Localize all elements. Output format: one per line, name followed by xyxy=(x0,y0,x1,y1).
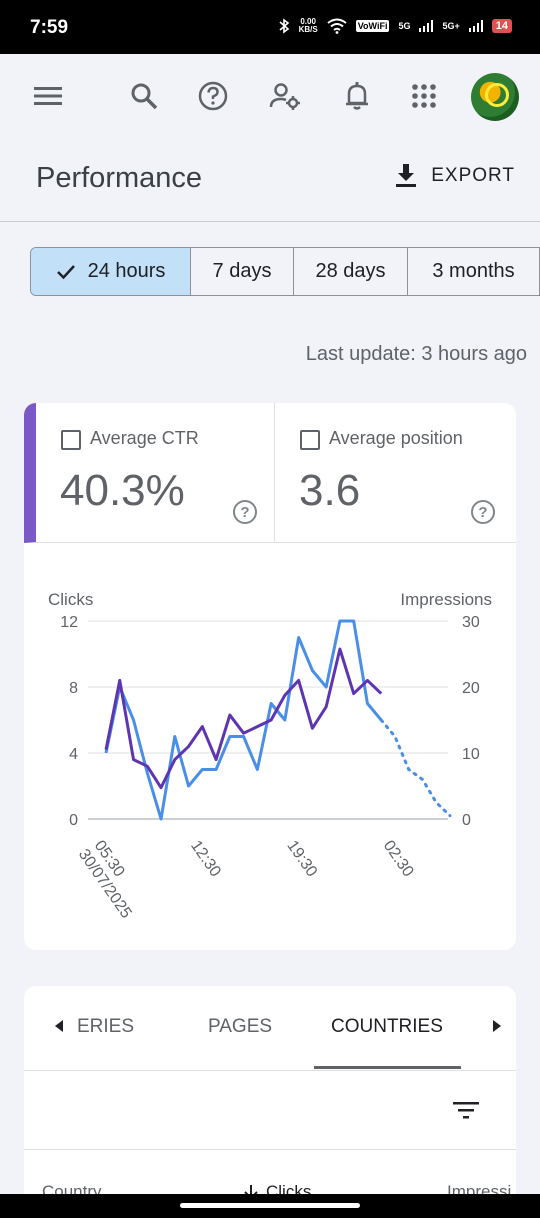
active-tab-indicator xyxy=(314,1066,461,1069)
menu-icon[interactable] xyxy=(28,76,68,116)
right-tick-label: 30 xyxy=(462,614,480,631)
check-icon xyxy=(56,264,75,279)
navigation-bar xyxy=(0,1194,540,1218)
status-time: 7:59 xyxy=(30,17,69,38)
battery-indicator: 14 xyxy=(491,19,512,33)
date-range-selector: 24 hours 7 days 28 days 3 months xyxy=(30,247,540,296)
bluetooth-icon xyxy=(279,18,289,34)
average-position-label: Average position xyxy=(329,428,463,448)
right-tick-label: 20 xyxy=(462,680,480,697)
wifi-icon xyxy=(327,18,347,34)
page-header: Performance EXPORT xyxy=(0,138,540,222)
metric-average-ctr[interactable]: Average CTR 40.3% ? xyxy=(24,403,275,543)
left-tick-label: 0 xyxy=(69,812,78,829)
left-tick-label: 12 xyxy=(60,614,78,631)
tab-24-hours[interactable]: 24 hours xyxy=(31,248,191,295)
x-tick-text: 12:30 xyxy=(187,838,224,881)
impressions-line xyxy=(104,619,383,821)
tab-3-months[interactable]: 3 months xyxy=(408,248,540,295)
clicks-line xyxy=(104,647,383,790)
search-icon[interactable] xyxy=(124,76,164,116)
right-axis-title: Impressions xyxy=(400,590,492,609)
apps-grid-icon[interactable] xyxy=(404,76,444,116)
right-tick-label: 10 xyxy=(462,746,480,763)
net-speed: 0.00 KB/S xyxy=(299,18,318,34)
download-icon xyxy=(396,164,417,187)
help-icon[interactable] xyxy=(193,76,233,116)
dimension-tabs: ERIES PAGES COUNTRIES xyxy=(24,986,516,1071)
status-bar: 7:59 0.00 KB/S VoWiFi 5G 5G+ 14 xyxy=(0,0,540,54)
page-title: Performance xyxy=(36,162,203,194)
left-axis-title: Clicks xyxy=(48,590,93,609)
home-handle[interactable] xyxy=(180,1203,360,1208)
x-tick-label: 02:30 xyxy=(380,838,417,881)
notifications-icon[interactable] xyxy=(337,76,377,116)
tab-7-days[interactable]: 7 days xyxy=(191,248,294,295)
export-label: EXPORT xyxy=(431,165,515,186)
right-tick-label: 0 xyxy=(462,812,471,829)
x-tick-text: 02:30 xyxy=(380,838,417,881)
average-ctr-checkbox[interactable] xyxy=(61,430,81,450)
tab-28-days[interactable]: 28 days xyxy=(294,248,408,295)
tab-3-months-label: 3 months xyxy=(432,260,515,282)
x-tick-label: 12:30 xyxy=(187,838,224,881)
left-tick-label: 4 xyxy=(69,746,78,763)
export-button[interactable]: EXPORT xyxy=(395,164,515,188)
average-position-value: 3.6 xyxy=(299,466,361,515)
average-ctr-label: Average CTR xyxy=(90,428,199,448)
performance-card: Average CTR 40.3% ? Average position 3.6… xyxy=(24,403,516,950)
sim2-signal: 5G+ xyxy=(442,21,460,31)
average-position-checkbox[interactable] xyxy=(300,430,320,450)
tab-28-days-label: 28 days xyxy=(315,260,386,282)
net-speed-unit: KB/S xyxy=(298,25,318,34)
app-bar xyxy=(0,54,540,138)
x-tick-text: 19:30 xyxy=(283,838,320,881)
chevron-left-icon[interactable] xyxy=(55,1020,63,1032)
help-icon[interactable]: ? xyxy=(471,500,495,524)
filter-icon[interactable] xyxy=(450,1094,482,1126)
x-tick-label: 19:30 xyxy=(283,838,320,881)
sim1-signal: 5G xyxy=(398,21,411,31)
tab-pages[interactable]: PAGES xyxy=(208,1016,273,1037)
average-ctr-value: 40.3% xyxy=(60,466,185,515)
chevron-right-icon[interactable] xyxy=(493,1020,501,1032)
signal-icon-1 xyxy=(419,20,434,32)
metric-average-position[interactable]: Average position 3.6 ? xyxy=(275,403,516,543)
filter-row xyxy=(24,1071,516,1150)
vowifi-badge: VoWiFi xyxy=(355,20,390,32)
signal-icon-2 xyxy=(468,20,483,32)
tab-queries[interactable]: ERIES xyxy=(77,1016,135,1037)
left-tick-label: 8 xyxy=(69,680,78,697)
tab-7-days-label: 7 days xyxy=(212,260,272,282)
impressions-partial-line xyxy=(379,718,452,818)
help-icon[interactable]: ? xyxy=(233,500,257,524)
net-speed-value: 0.00 xyxy=(300,17,316,26)
tab-24-hours-label: 24 hours xyxy=(87,260,166,282)
status-icons: 0.00 KB/S VoWiFi 5G 5G+ 14 xyxy=(278,18,512,34)
avatar[interactable] xyxy=(471,73,519,121)
manage-users-icon[interactable] xyxy=(265,76,305,116)
dimensions-card: ERIES PAGES COUNTRIES Country Clicks Imp… xyxy=(24,986,516,1218)
tab-countries[interactable]: COUNTRIES xyxy=(331,1016,443,1037)
last-update: Last update: 3 hours ago xyxy=(305,343,527,365)
